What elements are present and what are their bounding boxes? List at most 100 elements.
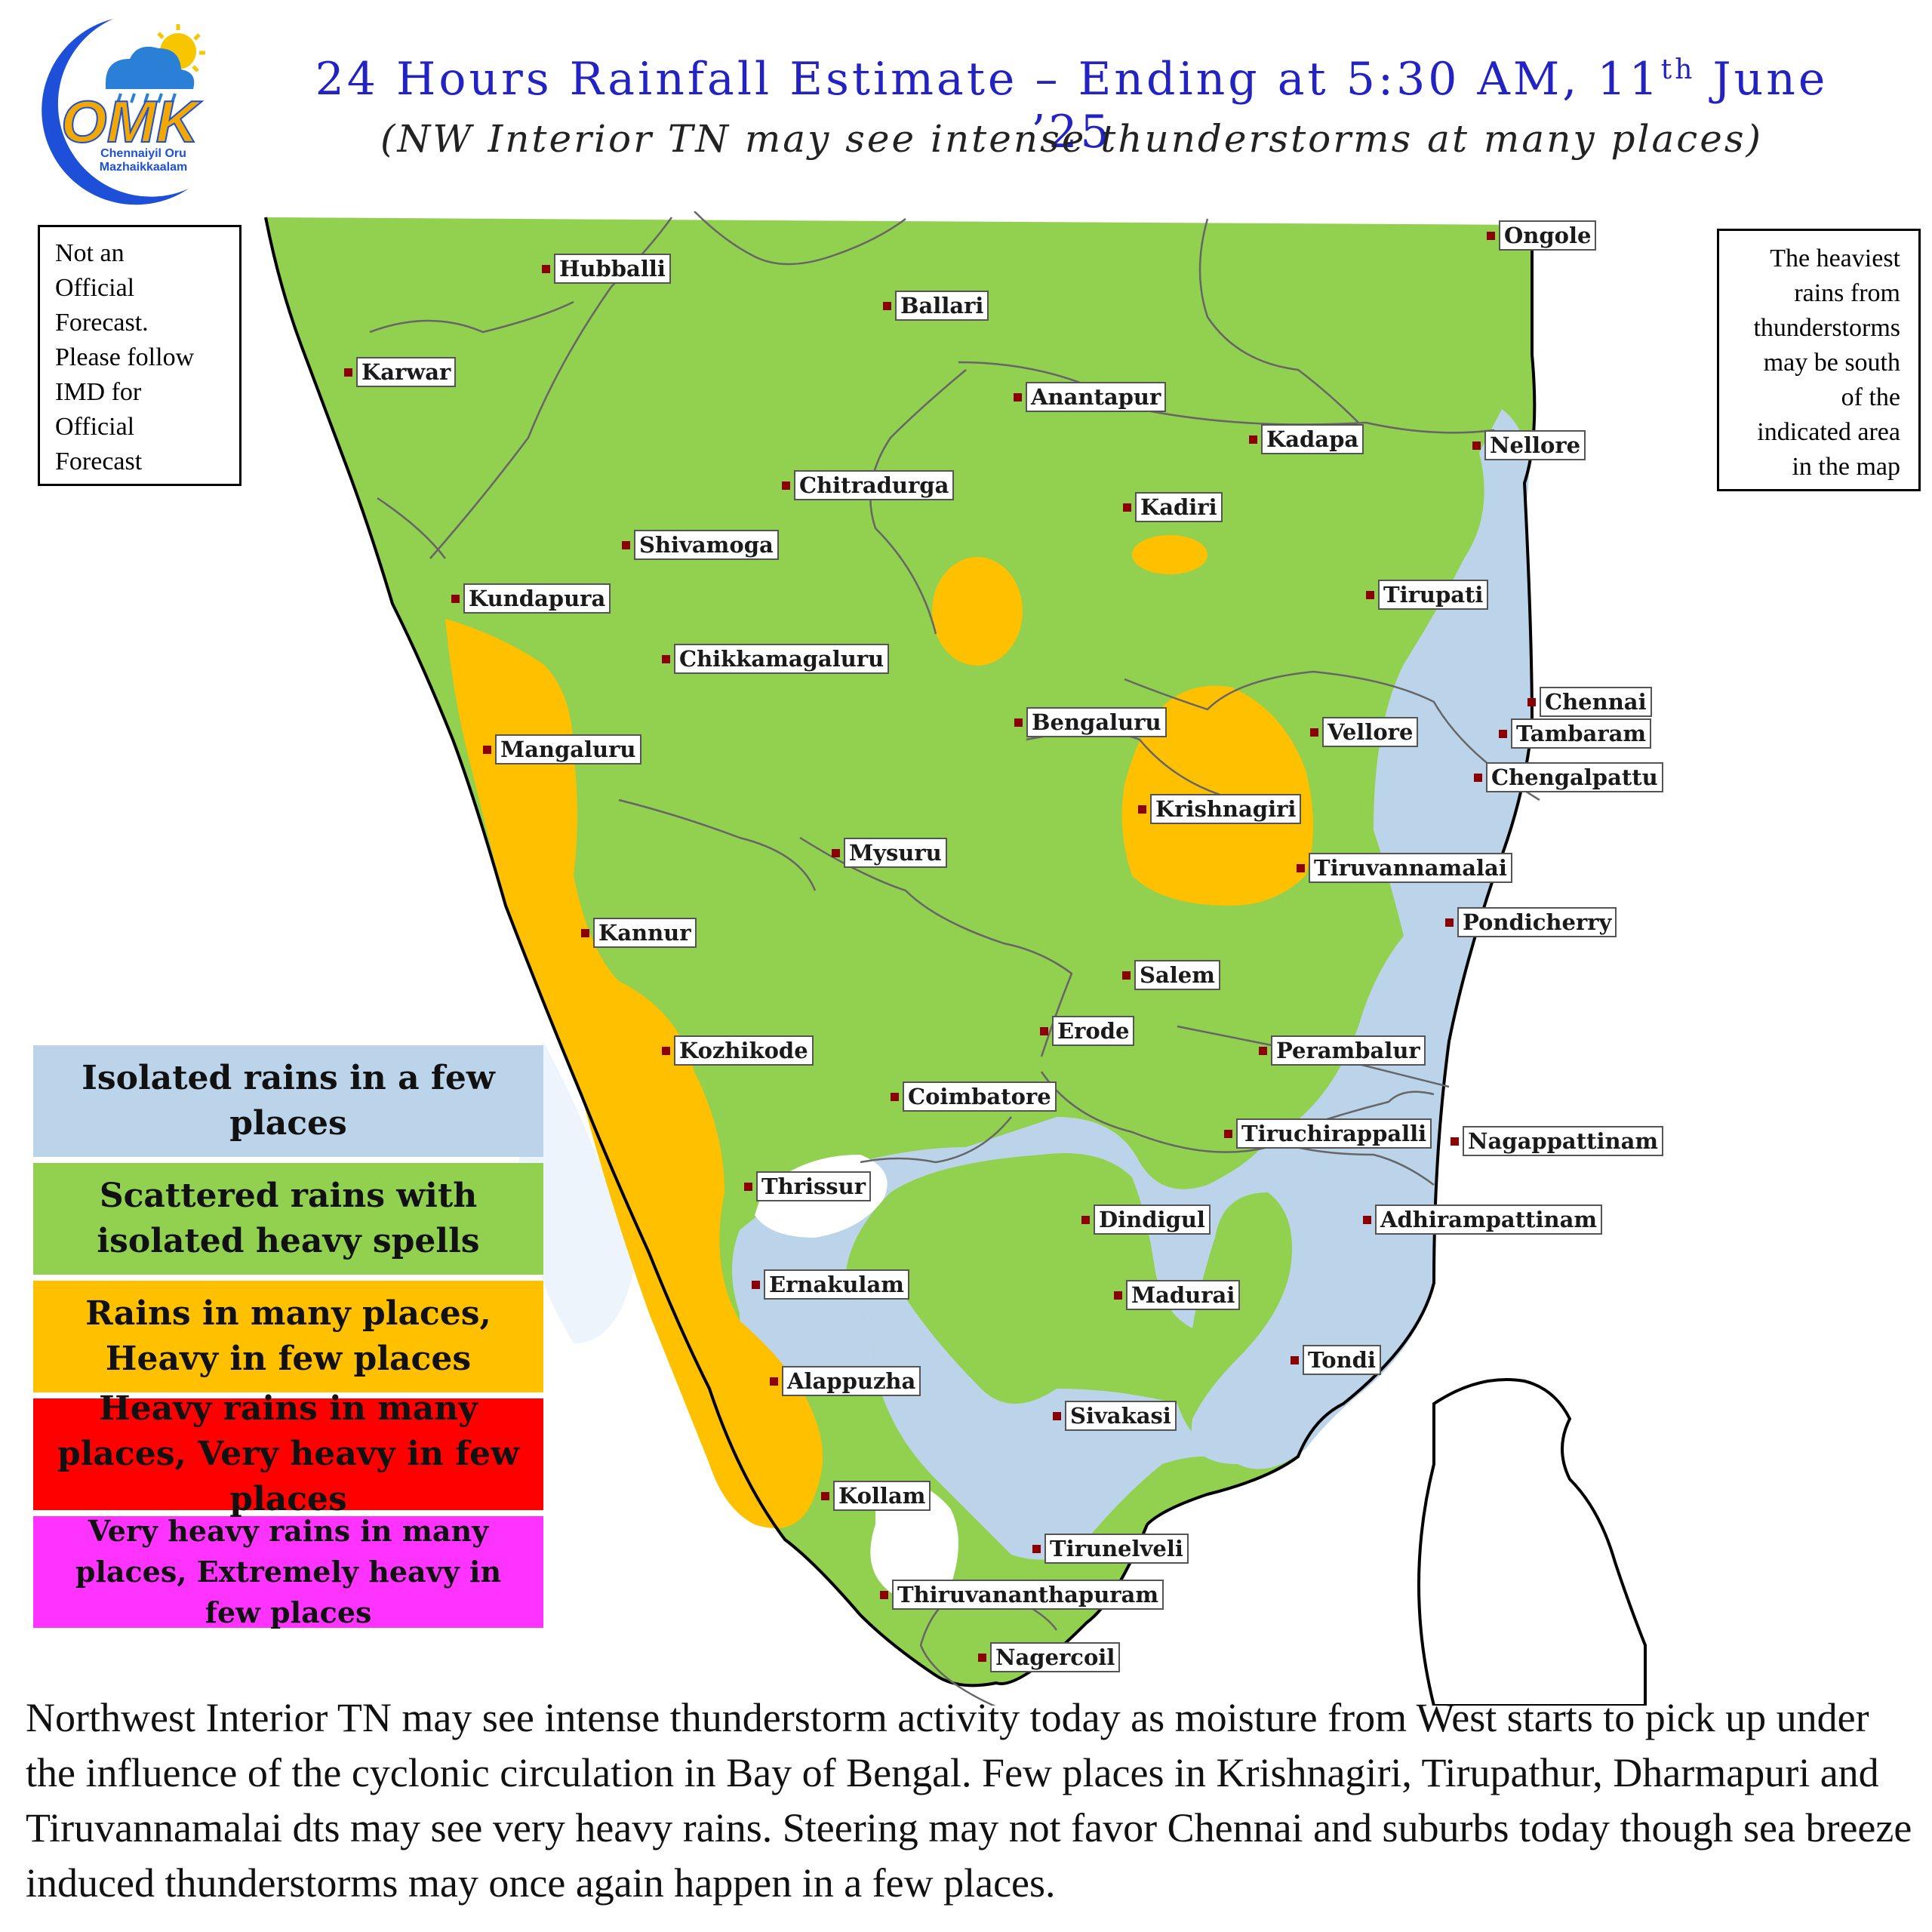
legend-item: Isolated rains in a few places (33, 1045, 543, 1157)
city-name: Tiruchirappalli (1236, 1118, 1432, 1149)
city-name: Pondicherry (1457, 907, 1617, 937)
city-label: Salem (1122, 960, 1220, 990)
city-name: Adhirampattinam (1375, 1204, 1603, 1235)
city-name: Mangaluru (495, 734, 641, 764)
city-marker-icon (1053, 1411, 1061, 1420)
city-marker-icon (1014, 392, 1022, 401)
city-name: Chitradurga (794, 470, 955, 500)
city-label: Tirunelveli (1032, 1534, 1189, 1564)
city-name: Karwar (356, 357, 457, 387)
note-line: The heaviest (1770, 245, 1900, 272)
logo-tagline-2: Mazhaikkaalam (100, 161, 188, 174)
map-title: 24 Hours Rainfall Estimate – Ending at 5… (315, 53, 1829, 158)
city-name: Ballari (895, 291, 989, 321)
city-marker-icon (1032, 1544, 1041, 1553)
city-name: Coimbatore (903, 1081, 1057, 1112)
heaviest-rain-note: The heaviest rains from thunderstorms may b… (1717, 229, 1921, 491)
city-marker-icon (891, 1092, 899, 1101)
city-label: Chengalpattu (1474, 762, 1663, 792)
city-label: Anantapur (1014, 382, 1167, 412)
zone-no-rain-2 (870, 1482, 958, 1598)
forecast-description: Northwest Interior TN may see intense th… (26, 1695, 1912, 1906)
city-marker-icon (880, 1590, 888, 1599)
city-name: Thiruvananthapuram (892, 1580, 1164, 1610)
disclaimer-line: Official (55, 413, 135, 441)
city-marker-icon (1499, 729, 1507, 738)
city-marker-icon (1310, 728, 1318, 737)
legend-item: Very heavy rains in many places, Extreme… (33, 1514, 543, 1629)
city-marker-icon (1123, 503, 1131, 512)
zone-many-anantapur (932, 557, 1023, 666)
city-name: Ongole (1499, 220, 1597, 251)
city-name: Nagappattinam (1463, 1126, 1664, 1156)
city-label: Kozhikode (662, 1035, 814, 1066)
disclaimer-line: Not an (55, 239, 125, 267)
city-label: Sivakasi (1053, 1401, 1177, 1431)
city-name: Tiruvannamalai (1309, 853, 1512, 883)
city-label: Tondi (1291, 1345, 1381, 1375)
city-marker-icon (1259, 1046, 1267, 1055)
city-marker-icon (832, 848, 840, 857)
city-label: Mysuru (832, 838, 947, 868)
map-subtitle: (NW Interior TN may see intense thunders… (380, 117, 1764, 161)
city-name: Shivamoga (634, 530, 779, 560)
city-marker-icon (1487, 231, 1495, 240)
disclaimer-line: IMD for (55, 378, 142, 406)
city-marker-icon (1366, 590, 1374, 599)
zone-many-west (445, 619, 823, 1528)
city-label: Karwar (344, 357, 457, 387)
city-label: Thrissur (744, 1171, 871, 1201)
city-name: Vellore (1322, 717, 1419, 747)
city-label: Mangaluru (483, 734, 641, 764)
city-name: Hubballi (554, 254, 671, 284)
city-marker-icon (1363, 1215, 1371, 1224)
city-marker-icon (1138, 804, 1146, 814)
city-label: Thiruvananthapuram (880, 1580, 1164, 1610)
city-marker-icon (883, 301, 891, 310)
city-name: Kannur (593, 918, 697, 948)
city-label: Nellore (1472, 430, 1586, 460)
city-marker-icon (1474, 773, 1482, 782)
city-marker-icon (752, 1280, 760, 1289)
city-name: Salem (1134, 960, 1220, 990)
city-marker-icon (451, 594, 460, 603)
city-marker-icon (978, 1653, 986, 1662)
city-label: Shivamoga (622, 530, 779, 560)
city-name: Ernakulam (764, 1269, 909, 1300)
city-label: Tirupati (1366, 580, 1489, 610)
city-marker-icon (542, 264, 550, 273)
city-name: Dindigul (1094, 1204, 1211, 1235)
city-label: Ernakulam (752, 1269, 909, 1300)
legend-item: Heavy rains in many places, Very heavy i… (33, 1389, 543, 1518)
city-marker-icon (1081, 1215, 1090, 1224)
city-label: Adhirampattinam (1363, 1204, 1603, 1235)
city-marker-icon (1249, 435, 1257, 444)
city-label: Erode (1040, 1016, 1135, 1046)
city-label: Nagappattinam (1451, 1126, 1664, 1156)
legend-item: Scattered rains with isolated heavy spel… (33, 1163, 543, 1275)
city-label: Pondicherry (1445, 907, 1617, 937)
city-marker-icon (1014, 718, 1023, 727)
city-name: Anantapur (1026, 382, 1167, 412)
city-label: Kollam (821, 1481, 931, 1511)
city-name: Kundapura (463, 583, 611, 614)
city-marker-icon (662, 654, 670, 663)
rainfall-legend: Isolated rains in a few places Scattered … (33, 1045, 543, 1634)
city-marker-icon (1297, 863, 1305, 872)
east-coastline (1146, 225, 1537, 1526)
city-name: Kollam (833, 1481, 931, 1511)
legend-item: Rains in many places, Heavy in few place… (33, 1281, 543, 1392)
city-label: Hubballi (542, 254, 671, 284)
omk-logo: OMK Chennaiyil Oru Mazhaikkaalam (42, 19, 205, 205)
city-name: Bengaluru (1026, 707, 1167, 737)
city-marker-icon (1040, 1026, 1048, 1035)
disclaimer-line: Forecast (55, 448, 143, 475)
city-label: Chitradurga (782, 470, 955, 500)
logo-tagline-1: Chennaiyil Oru (100, 147, 186, 160)
note-line: of the (1841, 383, 1900, 411)
city-name: Chengalpattu (1486, 762, 1663, 792)
city-marker-icon (483, 745, 491, 754)
city-name: Erode (1052, 1016, 1135, 1046)
city-name: Kadapa (1261, 424, 1364, 454)
city-marker-icon (622, 540, 630, 549)
